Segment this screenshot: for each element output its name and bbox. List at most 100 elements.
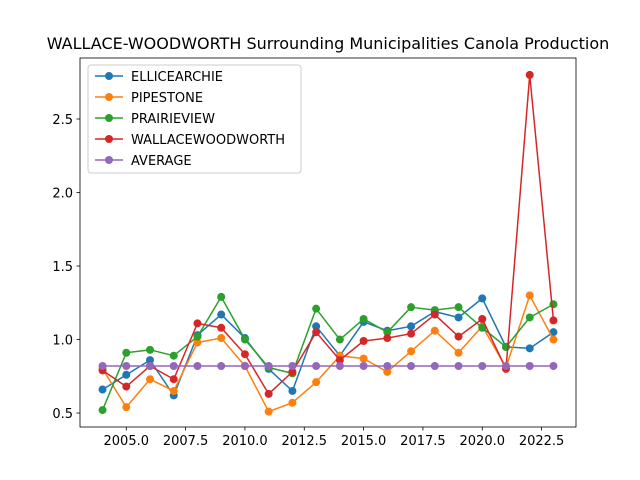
- series-line-prairieview: [101, 296, 554, 411]
- legend-item-prairieview: PRAIRIEVIEW: [95, 112, 215, 127]
- legend-swatch-marker: [105, 135, 113, 143]
- axes-frame: [79, 57, 577, 428]
- data-point: [549, 300, 558, 309]
- legend-label: ELLICEARCHIE: [131, 70, 223, 85]
- data-point: [217, 292, 226, 301]
- data-point: [122, 403, 131, 412]
- data-point: [383, 328, 392, 337]
- data-point: [525, 344, 534, 353]
- data-point: [549, 328, 558, 337]
- x-tick-label: 2017.5: [400, 434, 446, 449]
- data-point: [359, 336, 368, 345]
- legend-label: WALLACEWOODWORTH: [131, 133, 285, 148]
- data-point: [169, 361, 178, 370]
- x-tick-label: 2007.5: [163, 434, 209, 449]
- data-point: [146, 361, 155, 370]
- data-point: [525, 70, 534, 79]
- legend-swatch-marker: [105, 93, 113, 101]
- data-point: [407, 303, 416, 312]
- x-tick-label: 2010.0: [222, 434, 268, 449]
- data-point: [407, 361, 416, 370]
- data-point: [193, 338, 202, 347]
- data-point: [454, 332, 463, 341]
- data-point: [122, 361, 131, 370]
- legend: ELLICEARCHIE PIPESTONE PRAIRIEVIEW WALLACEW…: [87, 64, 302, 174]
- data-point: [98, 361, 107, 370]
- legend-label: PIPESTONE: [131, 91, 203, 106]
- data-point: [217, 323, 226, 332]
- data-point: [525, 313, 534, 322]
- axes: 2005.0 2007.5 2010.0 2012.5 2015.0 2017.5 2020…: [52, 57, 577, 449]
- data-point: [193, 332, 202, 341]
- data-point: [264, 361, 273, 370]
- legend-item-wallacewoodworth: WALLACEWOODWORTH: [95, 133, 285, 148]
- legend-swatch-marker: [105, 72, 113, 80]
- legend-box: [87, 64, 302, 174]
- data-point: [264, 407, 273, 416]
- data-point: [169, 375, 178, 384]
- data-point: [169, 386, 178, 395]
- data-point: [122, 348, 131, 357]
- legend-swatch-marker: [105, 114, 113, 122]
- data-point: [264, 389, 273, 398]
- legend-item-pipestone: PIPESTONE: [95, 91, 203, 106]
- data-point: [288, 398, 297, 407]
- series-line-wallacewoodworth: [102, 74, 555, 395]
- data-point: [454, 313, 463, 322]
- data-point: [146, 345, 155, 354]
- x-tick-label: 2015.0: [341, 434, 387, 449]
- data-point: [549, 361, 558, 370]
- data-point: [407, 322, 416, 331]
- data-point: [383, 367, 392, 376]
- data-point: [454, 348, 463, 357]
- data-point: [193, 319, 202, 328]
- data-point: [146, 356, 155, 365]
- data-point: [240, 335, 249, 344]
- y-tick-label: 1.0: [52, 334, 73, 349]
- data-point: [193, 361, 202, 370]
- x-tick-label: 2005.0: [104, 434, 150, 449]
- chart-title: WALLACE-WOODWORTH Surrounding Municipali…: [47, 34, 610, 53]
- y-tick-label: 0.5: [52, 407, 73, 422]
- data-point: [478, 314, 487, 323]
- data-point: [549, 316, 558, 325]
- data-point: [312, 322, 321, 331]
- data-point: [525, 291, 534, 300]
- legend-item-ellicearchie: ELLICEARCHIE: [95, 70, 223, 85]
- data-point: [288, 367, 297, 376]
- data-point: [335, 335, 344, 344]
- data-point: [359, 361, 368, 370]
- data-point: [217, 310, 226, 319]
- data-point: [288, 361, 297, 370]
- data-point: [146, 375, 155, 384]
- data-point: [501, 361, 510, 370]
- y-tick-label: 2.0: [52, 187, 73, 202]
- data-point: [430, 326, 439, 335]
- data-point: [383, 361, 392, 370]
- y-tick-label: 2.5: [52, 113, 73, 128]
- data-point: [359, 354, 368, 363]
- data-point: [478, 361, 487, 370]
- data-point: [169, 351, 178, 360]
- data-point: [240, 350, 249, 359]
- x-tick-label: 2020.0: [460, 434, 506, 449]
- data-point: [525, 361, 534, 370]
- data-point: [430, 361, 439, 370]
- data-point: [478, 323, 487, 332]
- data-point: [335, 361, 344, 370]
- data-point: [240, 361, 249, 370]
- data-point: [549, 335, 558, 344]
- data-point: [98, 406, 107, 415]
- data-point: [217, 361, 226, 370]
- data-point: [407, 329, 416, 338]
- data-point: [359, 314, 368, 323]
- x-tick-label: 2022.5: [519, 434, 565, 449]
- data-point: [312, 361, 321, 370]
- legend-label: PRAIRIEVIEW: [131, 112, 215, 127]
- data-point: [312, 328, 321, 337]
- data-point: [98, 385, 107, 394]
- y-tick-label: 1.5: [52, 260, 73, 275]
- x-tick-label: 2012.5: [282, 434, 328, 449]
- data-point: [122, 382, 131, 391]
- data-point: [407, 347, 416, 356]
